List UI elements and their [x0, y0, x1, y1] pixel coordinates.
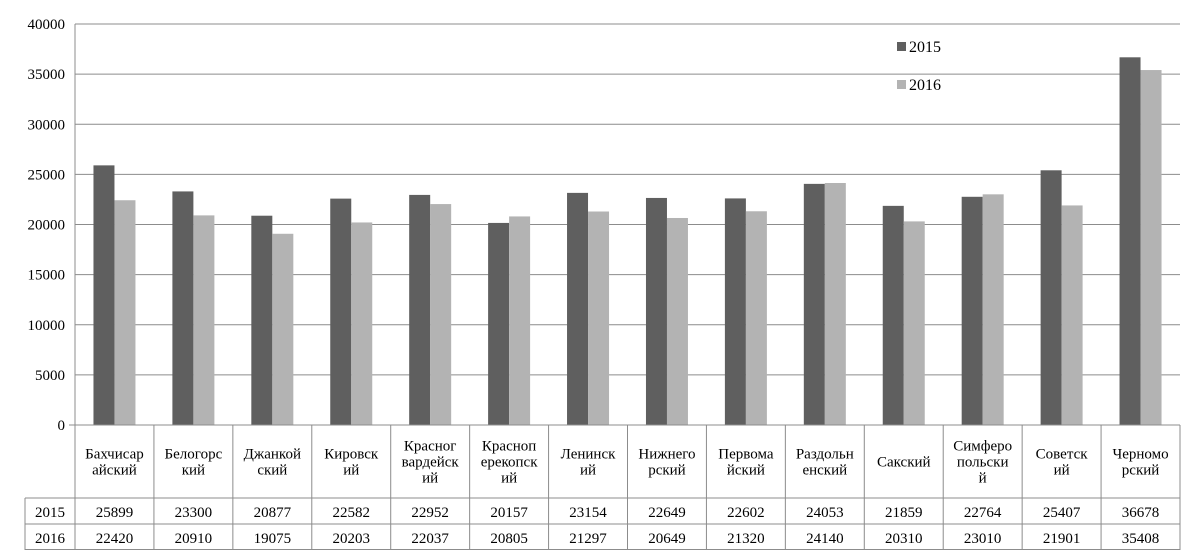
y-tick-label: 35000 — [28, 67, 66, 83]
table-cell-value: 20203 — [333, 531, 371, 547]
table-cell-value: 24053 — [806, 505, 844, 521]
table-cell-value: 25899 — [96, 505, 134, 521]
table-cell-value: 21320 — [727, 531, 765, 547]
x-category-label: Ленинск ий — [561, 447, 616, 479]
bars — [93, 57, 1162, 426]
table-cell-value: 22582 — [333, 505, 371, 521]
bar-2015 — [882, 205, 904, 425]
table-cell-value: 22649 — [648, 505, 686, 521]
bar-2016 — [824, 182, 846, 425]
x-category-label: Нижнего рский — [638, 447, 695, 479]
y-tick-label: 15000 — [28, 268, 66, 284]
table-cell-value: 23010 — [964, 531, 1002, 547]
legend: 2015 2016 — [897, 39, 941, 94]
data-table: Бахчисар айский Белогорс кий Джанкой ский Киро… — [24, 425, 1181, 550]
bar-2015 — [567, 192, 589, 425]
table-cell-value: 20649 — [648, 531, 686, 547]
x-category-label: Белогорс кий — [165, 447, 223, 479]
table-cell-value: 36678 — [1122, 505, 1160, 521]
table-cell-value: 23154 — [569, 505, 607, 521]
table-cell-value: 23300 — [175, 505, 213, 521]
x-category-label: Черномо рский — [1112, 447, 1168, 479]
x-category-label: Кировск ий — [324, 447, 379, 479]
x-category-label: Сакский — [877, 455, 931, 471]
x-category-label: Симферо польски й — [953, 439, 1012, 487]
bar-2015 — [803, 183, 825, 425]
table-cell-value: 22602 — [727, 505, 765, 521]
bar-2015 — [488, 222, 510, 425]
bar-2016 — [114, 200, 136, 425]
bar-2015 — [1119, 57, 1141, 426]
y-tick-label: 5000 — [35, 368, 65, 384]
table-cell-value: 20910 — [175, 531, 213, 547]
table-cell-value: 22764 — [964, 505, 1002, 521]
x-category-label: Бахчисар айский — [85, 447, 144, 479]
legend-label: 2016 — [909, 77, 941, 94]
bar-2015 — [724, 198, 746, 425]
bar-2016 — [1061, 205, 1083, 425]
y-tick-label: 0 — [58, 418, 66, 434]
legend-swatch-2016 — [897, 80, 906, 89]
bar-2015 — [251, 215, 273, 425]
table-cell-value: 21901 — [1043, 531, 1081, 547]
table-cell-value: 25407 — [1043, 505, 1081, 521]
bar-2015 — [172, 191, 194, 425]
bar-2016 — [1140, 70, 1162, 426]
y-tick-label: 25000 — [28, 167, 66, 183]
bar-2016 — [272, 233, 294, 425]
x-category-label: Красног вардейск ий — [402, 439, 460, 487]
table-cell-value: 22420 — [96, 531, 134, 547]
table-series-name: 2016 — [35, 531, 66, 547]
bar-2015 — [409, 194, 431, 425]
bar-2016 — [666, 217, 688, 425]
legend-label: 2015 — [909, 39, 941, 56]
table-cell-value: 20157 — [490, 505, 528, 521]
table-cell-value: 22952 — [411, 505, 449, 521]
y-axis-tick-labels: 0 5000 10000 15000 20000 25000 30000 35000 40000 — [28, 17, 66, 434]
table-cell-value: 21859 — [885, 505, 923, 521]
x-category-label: Красноп ерекопск ий — [481, 439, 539, 487]
legend-swatch-2015 — [897, 42, 906, 51]
bar-2016 — [903, 221, 925, 425]
bar-2016 — [509, 216, 531, 425]
y-tick-label: 40000 — [28, 17, 66, 33]
bar-2016 — [430, 204, 452, 425]
table-series-name: 2015 — [35, 505, 65, 521]
x-category-label: Раздольн енский — [796, 447, 854, 479]
y-tick-label: 30000 — [28, 117, 66, 133]
bar-2016 — [745, 211, 767, 425]
bar-2015 — [645, 197, 667, 425]
bar-2016 — [193, 215, 215, 425]
table-cell-value: 24140 — [806, 531, 844, 547]
table-cell-value: 20805 — [490, 531, 528, 547]
table-cell-value: 19075 — [254, 531, 292, 547]
y-tick-label: 10000 — [28, 318, 66, 334]
table-cell-value: 21297 — [569, 531, 607, 547]
table-cell-value: 20877 — [254, 505, 292, 521]
x-category-label: Джанкой ский — [244, 447, 301, 479]
bar-2015 — [330, 198, 352, 425]
table-cell-value: 22037 — [411, 531, 449, 547]
y-tick-label: 20000 — [28, 218, 66, 234]
bar-2015 — [961, 196, 983, 425]
gridlines — [75, 23, 1180, 376]
x-category-label: Советск ий — [1036, 447, 1089, 479]
bar-2015 — [93, 165, 115, 425]
x-category-label: Первома йский — [718, 447, 774, 479]
bar-2016 — [982, 194, 1004, 425]
bar-2015 — [1040, 170, 1062, 425]
table-cell-value: 35408 — [1122, 531, 1160, 547]
bar-2016 — [588, 211, 610, 425]
bar-2016 — [351, 222, 373, 425]
table-cell-value: 20310 — [885, 531, 923, 547]
